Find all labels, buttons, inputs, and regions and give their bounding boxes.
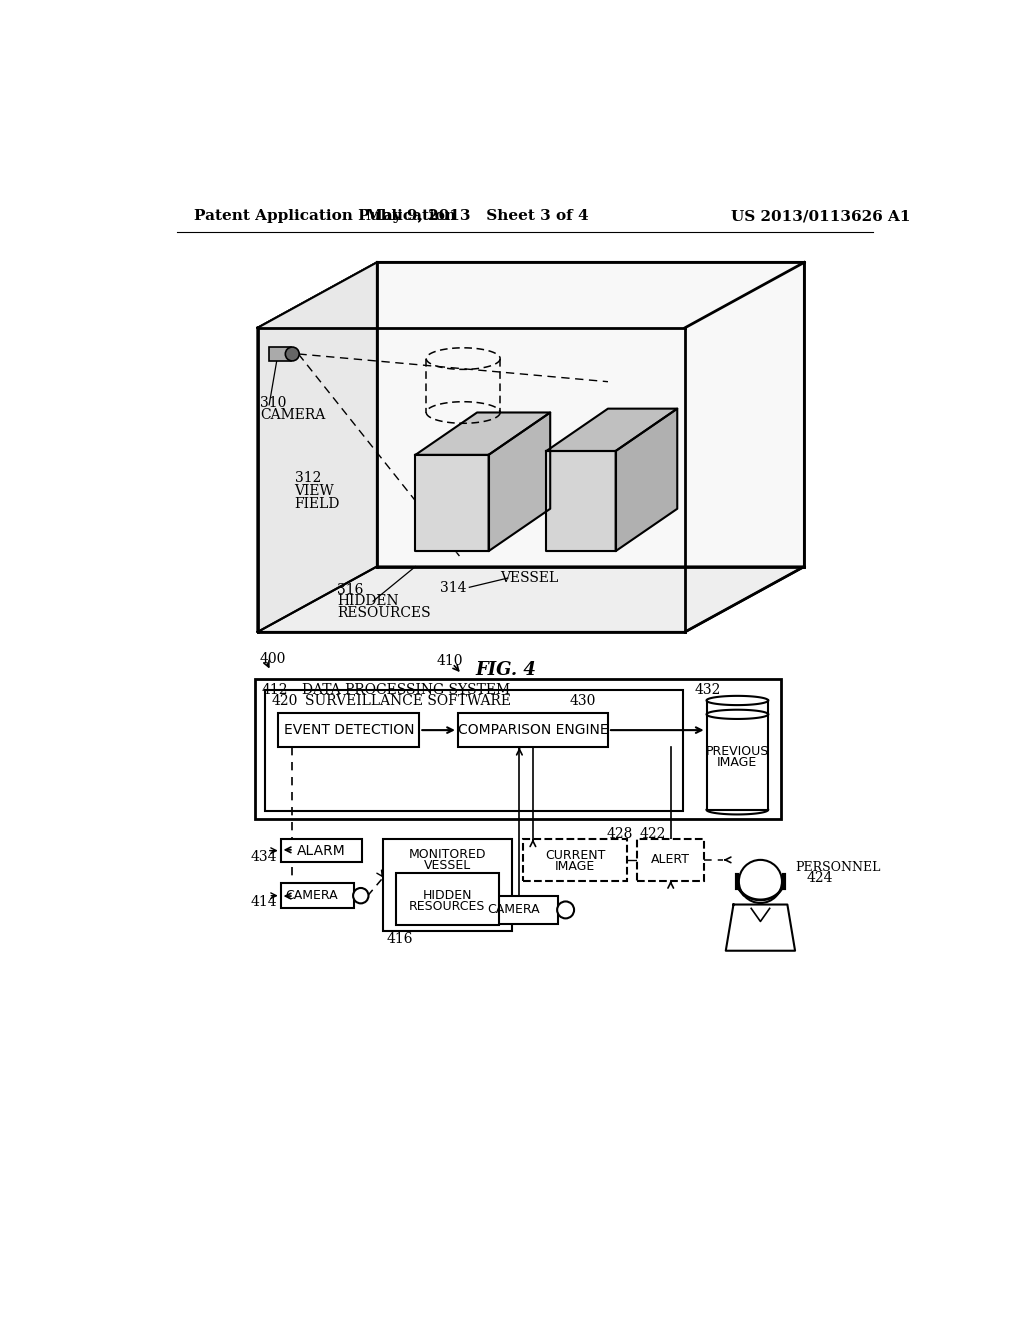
Circle shape	[739, 859, 782, 903]
Text: EVENT DETECTION: EVENT DETECTION	[284, 723, 414, 737]
Text: VESSEL: VESSEL	[424, 859, 471, 871]
Text: HIDDEN: HIDDEN	[423, 888, 472, 902]
Text: FIELD: FIELD	[295, 498, 340, 511]
Polygon shape	[547, 451, 615, 552]
Bar	[281, 840, 361, 862]
Text: 416: 416	[387, 932, 414, 946]
Polygon shape	[488, 412, 550, 552]
Text: 420: 420	[271, 694, 298, 709]
Text: CAMERA: CAMERA	[260, 408, 326, 422]
Text: CAMERA: CAMERA	[285, 890, 338, 902]
Polygon shape	[726, 904, 795, 950]
Bar	[383, 840, 512, 932]
Text: 426: 426	[453, 892, 478, 907]
Polygon shape	[258, 263, 377, 632]
Polygon shape	[615, 409, 677, 552]
Text: RESOURCES: RESOURCES	[337, 606, 430, 620]
Text: FIG. 4: FIG. 4	[476, 661, 537, 680]
Polygon shape	[258, 263, 377, 632]
Text: VESSEL: VESSEL	[500, 572, 558, 585]
Text: PERSONNEL: PERSONNEL	[795, 861, 881, 874]
Bar	[281, 883, 354, 908]
Text: SURVEILLANCE SOFTWARE: SURVEILLANCE SOFTWARE	[305, 694, 511, 709]
Text: IMAGE: IMAGE	[555, 859, 595, 873]
Bar	[458, 713, 608, 747]
Text: CAMERA: CAMERA	[487, 903, 540, 916]
Bar	[255, 678, 781, 818]
Text: 414: 414	[250, 895, 276, 909]
Text: 418: 418	[387, 919, 414, 933]
Text: VIEW: VIEW	[295, 484, 334, 498]
Bar	[396, 873, 499, 925]
Bar	[637, 840, 705, 880]
Text: MONITORED: MONITORED	[409, 847, 486, 861]
Text: 422: 422	[640, 828, 666, 841]
Bar	[707, 701, 768, 810]
Circle shape	[557, 902, 574, 919]
Text: COMPARISON ENGINE: COMPARISON ENGINE	[458, 723, 608, 737]
Polygon shape	[377, 263, 804, 566]
Text: 300: 300	[639, 312, 665, 326]
Bar	[523, 840, 628, 880]
Text: Patent Application Publication: Patent Application Publication	[194, 209, 456, 223]
Bar	[265, 690, 683, 812]
Text: 316: 316	[337, 582, 364, 597]
Polygon shape	[416, 455, 488, 552]
Polygon shape	[707, 696, 768, 705]
Text: ALARM: ALARM	[297, 843, 345, 858]
Text: 432: 432	[695, 684, 721, 697]
Text: 312: 312	[295, 471, 321, 484]
Text: RESOURCES: RESOURCES	[410, 899, 485, 912]
Bar	[481, 896, 558, 924]
Text: 434: 434	[250, 850, 276, 863]
Text: May 9, 2013   Sheet 3 of 4: May 9, 2013 Sheet 3 of 4	[366, 209, 589, 223]
Polygon shape	[547, 409, 677, 451]
Text: FIG. 3: FIG. 3	[523, 284, 585, 302]
Polygon shape	[258, 566, 804, 632]
Polygon shape	[258, 263, 804, 327]
Text: DATA PROCESSING SYSTEM: DATA PROCESSING SYSTEM	[301, 682, 510, 697]
Text: 410: 410	[437, 655, 464, 668]
Circle shape	[353, 888, 369, 903]
Text: PREVIOUS: PREVIOUS	[706, 744, 769, 758]
Circle shape	[286, 347, 299, 360]
Polygon shape	[685, 263, 804, 632]
Bar	[279, 713, 419, 747]
Text: 400: 400	[260, 652, 287, 665]
Text: 424: 424	[807, 871, 834, 886]
Text: 310: 310	[260, 396, 287, 411]
Text: HIDDEN: HIDDEN	[337, 594, 398, 609]
Text: 430: 430	[569, 694, 596, 709]
Text: IMAGE: IMAGE	[717, 756, 758, 770]
Text: 428: 428	[607, 828, 634, 841]
Text: CURRENT: CURRENT	[545, 849, 605, 862]
Text: US 2013/0113626 A1: US 2013/0113626 A1	[731, 209, 910, 223]
Text: ALERT: ALERT	[651, 853, 690, 866]
Text: 412: 412	[261, 682, 288, 697]
Text: 314: 314	[440, 581, 467, 595]
Polygon shape	[416, 412, 550, 455]
Bar	[269, 347, 291, 360]
